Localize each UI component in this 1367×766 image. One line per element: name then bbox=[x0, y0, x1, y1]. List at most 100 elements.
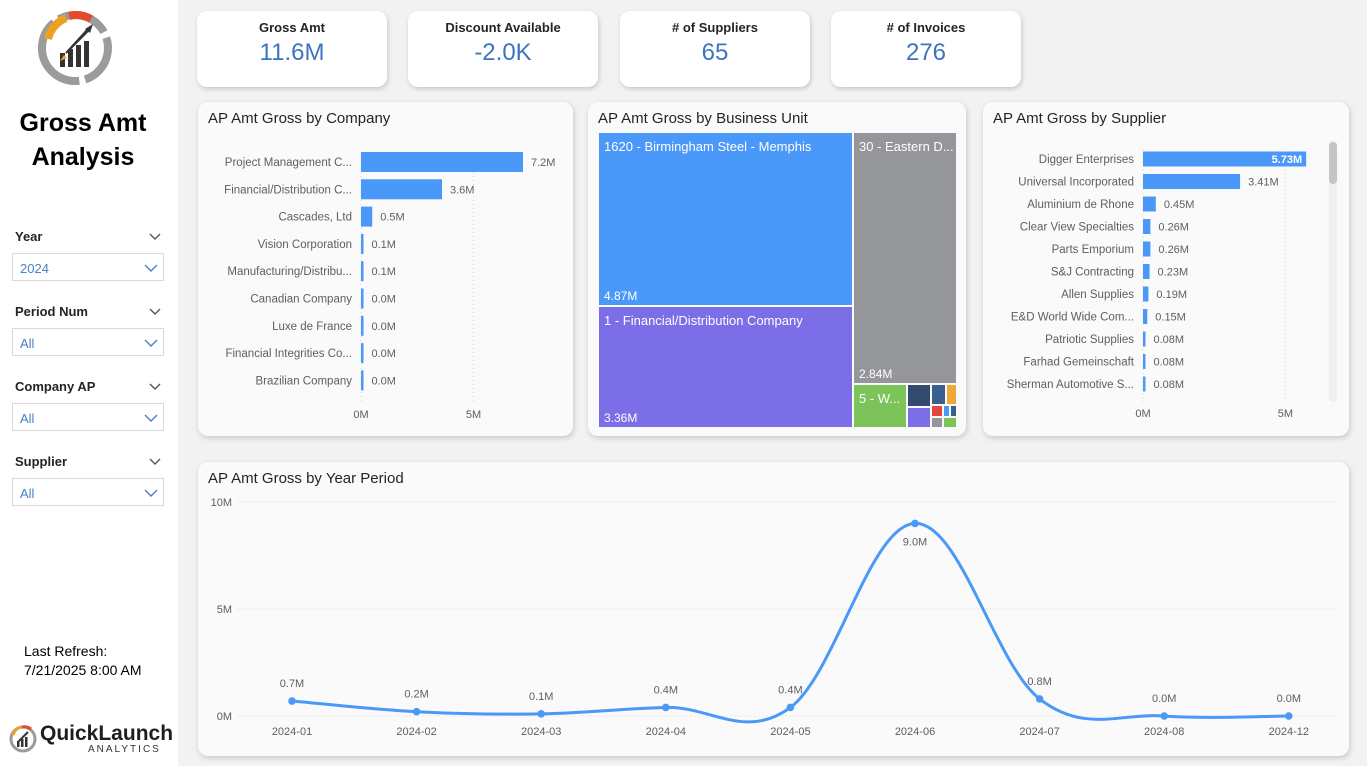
scrollbar-thumb[interactable] bbox=[1329, 142, 1337, 184]
scrollbar-track[interactable] bbox=[1329, 140, 1337, 402]
data-label: 9.0M bbox=[903, 536, 927, 548]
treemap-cell-small[interactable] bbox=[932, 406, 942, 416]
bar[interactable] bbox=[1143, 354, 1146, 369]
treemap-cell-30[interactable]: 30 - Eastern D... 2.84M bbox=[854, 133, 956, 383]
treemap-cell-small[interactable] bbox=[944, 406, 949, 416]
bar[interactable] bbox=[1143, 286, 1149, 302]
treemap-cell-small[interactable] bbox=[908, 408, 930, 427]
bar[interactable] bbox=[1143, 196, 1156, 212]
chart-title: AP Amt Gross by Supplier bbox=[993, 110, 1167, 127]
data-label: 3.41M bbox=[1248, 177, 1279, 189]
category-label: Cascades, Ltd bbox=[278, 212, 352, 224]
bar[interactable] bbox=[361, 206, 373, 227]
data-label: 0.08M bbox=[1154, 357, 1185, 369]
bar[interactable] bbox=[1143, 151, 1307, 167]
bar[interactable] bbox=[1143, 309, 1148, 324]
chevron-down-icon[interactable] bbox=[144, 411, 158, 425]
category-label: Luxe de France bbox=[272, 321, 352, 333]
slicer-period-num-header[interactable]: Period Num bbox=[12, 304, 164, 324]
chevron-down-icon[interactable] bbox=[144, 336, 158, 350]
data-point[interactable] bbox=[288, 697, 296, 705]
data-point[interactable] bbox=[911, 519, 919, 528]
page-title-line-1: Gross Amt bbox=[19, 109, 147, 137]
bar[interactable] bbox=[1143, 331, 1146, 347]
series-line[interactable] bbox=[291, 521, 1289, 724]
treemap-cell-5[interactable]: 5 - W... bbox=[854, 385, 906, 427]
category-label: S&J Contracting bbox=[1051, 267, 1134, 279]
data-point[interactable] bbox=[1160, 712, 1168, 720]
chart-card-company[interactable]: AP Amt Gross by Company 0M 5M Project Mana… bbox=[198, 102, 573, 436]
treemap-cell-small[interactable] bbox=[908, 385, 930, 406]
treemap-cell-small[interactable] bbox=[944, 418, 956, 427]
data-label: 0.08M bbox=[1154, 334, 1185, 346]
chevron-down-icon[interactable] bbox=[148, 454, 162, 468]
treemap-cell-1620[interactable]: 1620 - Birmingham Steel - Memphis 4.87M bbox=[599, 133, 852, 305]
bar[interactable] bbox=[1143, 376, 1146, 392]
x-tick-label: 5M bbox=[466, 409, 481, 421]
category-label: Project Management C... bbox=[225, 157, 352, 169]
treemap-cell-small[interactable] bbox=[947, 385, 956, 404]
treemap-value: 2.84M bbox=[859, 367, 893, 381]
bar[interactable] bbox=[361, 179, 442, 200]
treemap-cell-small[interactable] bbox=[932, 418, 942, 427]
slicer-period-num-dropdown[interactable]: All bbox=[12, 328, 164, 356]
data-point[interactable] bbox=[786, 703, 795, 712]
bar[interactable] bbox=[361, 315, 364, 336]
slicer-supplier-value: All bbox=[20, 486, 35, 501]
data-point[interactable] bbox=[412, 707, 421, 716]
slicer-company-ap-dropdown[interactable]: All bbox=[12, 403, 164, 431]
kpi-value: 11.6M bbox=[259, 39, 325, 66]
bar[interactable] bbox=[1143, 174, 1241, 189]
chevron-down-icon[interactable] bbox=[148, 304, 162, 318]
bar[interactable] bbox=[1143, 241, 1151, 257]
treemap-cell-small[interactable] bbox=[932, 385, 945, 404]
data-label: 0.4M bbox=[778, 684, 802, 696]
kpi-gross-amt: Gross Amt 11.6M bbox=[197, 11, 387, 87]
data-label: 0.23M bbox=[1158, 267, 1189, 279]
data-point[interactable] bbox=[1035, 695, 1044, 703]
chart-card-supplier[interactable]: AP Amt Gross by Supplier 0M 5M Digger Ente… bbox=[983, 102, 1349, 436]
bar[interactable] bbox=[361, 288, 364, 309]
bar[interactable] bbox=[361, 233, 364, 254]
chart-card-year-period[interactable]: AP Amt Gross by Year Period 0M 5M 10M 0.7M 2… bbox=[198, 462, 1349, 756]
bar[interactable] bbox=[1143, 219, 1151, 234]
kpi-label: Gross Amt bbox=[259, 20, 325, 35]
data-point[interactable] bbox=[1285, 712, 1293, 720]
treemap-cell-small[interactable] bbox=[951, 406, 956, 416]
bar[interactable] bbox=[361, 343, 364, 364]
brand-name: QuickLaunch bbox=[40, 722, 174, 745]
slicer-company-ap-header[interactable]: Company AP bbox=[12, 379, 164, 399]
bar[interactable] bbox=[1143, 264, 1150, 279]
slicer-year-header[interactable]: Year bbox=[12, 229, 164, 249]
slicer-year-dropdown[interactable]: 2024 bbox=[12, 253, 164, 281]
bar[interactable] bbox=[361, 152, 523, 172]
bar[interactable] bbox=[361, 261, 364, 282]
data-point[interactable] bbox=[662, 703, 670, 712]
data-label: 5.73M bbox=[1272, 154, 1303, 166]
company-bar-chart: 0M 5M Project Management C... 7.2M Financial… bbox=[224, 152, 555, 421]
slicer-supplier-header[interactable]: Supplier bbox=[12, 454, 164, 474]
data-label: 0.0M bbox=[372, 348, 396, 360]
category-label: Universal Incorporated bbox=[1018, 177, 1134, 189]
x-tick-label: 2024-04 bbox=[646, 726, 686, 738]
slicer-company-ap: Company AP All bbox=[12, 379, 164, 431]
chart-card-business-unit[interactable]: AP Amt Gross by Business Unit 1620 - Bir… bbox=[588, 102, 966, 436]
chevron-down-icon[interactable] bbox=[144, 486, 158, 500]
data-point[interactable] bbox=[537, 710, 545, 718]
bar[interactable] bbox=[361, 370, 364, 391]
data-label: 0.1M bbox=[372, 266, 396, 278]
page-title-line-2: Analysis bbox=[31, 143, 135, 171]
category-label: Brazilian Company bbox=[255, 375, 352, 387]
data-label: 0.0M bbox=[1277, 693, 1301, 705]
data-label: 0.26M bbox=[1158, 222, 1189, 234]
chevron-down-icon[interactable] bbox=[148, 229, 162, 243]
data-label: 0.8M bbox=[1027, 676, 1051, 688]
data-label: 0.0M bbox=[372, 375, 396, 387]
treemap-value: 4.87M bbox=[604, 289, 638, 303]
x-tick-label: 2024-07 bbox=[1019, 726, 1059, 738]
category-label: E&D World Wide Com... bbox=[1011, 312, 1134, 324]
chevron-down-icon[interactable] bbox=[144, 261, 158, 275]
treemap-cell-1[interactable]: 1 - Financial/Distribution Company 3.36M bbox=[599, 307, 852, 427]
slicer-supplier-dropdown[interactable]: All bbox=[12, 478, 164, 506]
chevron-down-icon[interactable] bbox=[148, 379, 162, 393]
